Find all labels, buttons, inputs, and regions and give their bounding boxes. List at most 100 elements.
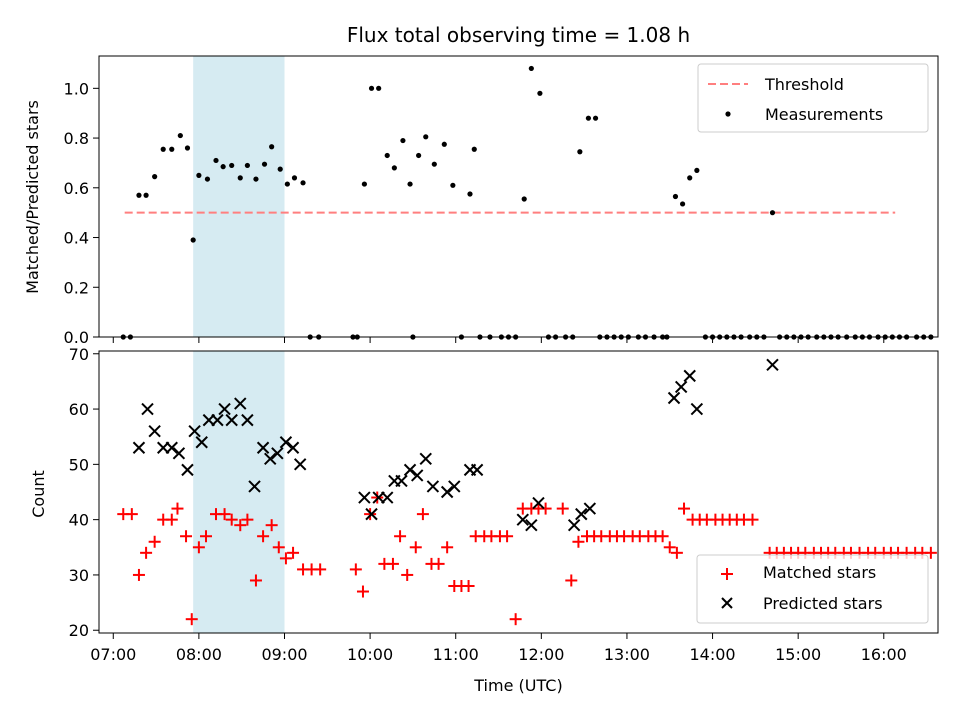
predicted-star-point [766,358,779,372]
matched-star-point [556,502,569,515]
matched-star-point [394,530,407,543]
predicted-star-point [470,463,484,477]
matched-star-point [663,541,676,554]
matched-star-point [171,502,184,515]
measurement-point [229,162,235,169]
measurement-point [237,175,243,181]
measurement-point [521,196,527,202]
predicted-star-point [256,441,270,454]
bottom-y-ticks: 20 30 40 50 60 70 [69,345,99,640]
predicted-star-point [271,447,284,460]
predicted-star-point [172,447,186,460]
measurements-points [120,65,934,340]
matched-star-point [314,563,327,576]
measurement-point [169,146,175,152]
predicted-star-point [419,452,432,466]
x-tick-label: 14:00 [689,645,735,664]
legend-threshold-label: Threshold [764,75,844,94]
predicted-star-point [365,507,378,521]
bottom-legend-box [696,554,929,624]
matched-star-point [509,613,522,626]
matched-star-point [234,519,247,532]
matched-star-point [401,568,414,581]
x-tick-label: 12:00 [518,645,564,664]
matched-star-point [572,535,585,548]
predicted-star-point [440,485,454,499]
predicted-star-point [286,441,300,454]
top-plot-frame [98,55,939,338]
bottom-y-tick-label: 40 [69,511,89,530]
matched-star-point [265,519,278,532]
measurement-point [190,237,196,243]
measurement-point [384,152,390,159]
matched-stars-points [117,491,937,626]
matched-star-point [125,508,138,521]
matched-star-point [257,530,270,543]
predicted-star-point [148,424,161,438]
measurement-point [213,157,219,164]
bottom-y-tick-label: 30 [69,566,89,585]
top-x-ticks [112,337,885,343]
predicted-star-point [279,436,293,449]
measurement-point [376,85,382,91]
measurement-point [291,175,298,181]
top-shaded-region [193,56,285,337]
bottom-y-tick-label: 70 [69,345,89,364]
predicted-star-point [264,452,277,466]
measurement-point [284,181,290,187]
measurement-point [196,172,202,178]
top-y-tick-label: 0.4 [64,229,89,248]
predicted-star-point [225,413,238,427]
x-tick-label: 07:00 [90,645,136,664]
predicted-star-point [410,469,424,482]
predicted-star-point [403,463,417,477]
measurement-point [687,175,693,181]
predicted-stars-points [132,358,779,532]
x-axis-label: Time (UTC) [473,676,562,695]
measurement-point [577,149,583,155]
predicted-star-point [181,463,194,477]
predicted-star-point [448,480,461,493]
matched-star-point [501,530,514,543]
measurement-point [177,132,183,139]
x-tick-label: 09:00 [261,645,307,664]
bottom-y-tick-label: 50 [69,455,89,474]
legend-matched-swatch [721,568,733,580]
measurement-point [152,174,158,180]
predicted-star-point [381,491,394,504]
matched-star-point [462,580,475,592]
predicted-star-point [188,424,201,438]
bottom-panel: 20 30 40 50 60 70 07:00 08:00 09:00 10:00 11:00 12… [29,345,939,695]
bottom-y-tick-label: 60 [69,400,89,419]
matched-star-point [185,613,198,626]
measurement-point [592,115,599,121]
top-y-tick-label: 0.0 [64,328,89,347]
matched-star-point [565,574,578,587]
legend-matched-label: Matched stars [763,563,876,582]
predicted-star-point [674,380,688,394]
measurement-point [204,176,211,182]
matched-star-point [670,546,683,559]
measurement-point [269,144,275,150]
predicted-star-point [195,436,208,449]
measurement-point [416,152,422,159]
measurement-point [136,192,142,198]
top-y-axis-label: Matched/Predicted stars [23,100,42,294]
matched-star-point [356,585,369,598]
predicted-star-point [358,491,371,504]
legend-predicted-label: Predicted stars [763,594,883,613]
measurement-point [391,165,397,171]
measurement-point [450,182,456,188]
measurement-point [441,141,447,147]
matched-star-point [539,502,552,515]
top-y-tick-label: 0.8 [64,129,89,148]
matched-star-point [225,513,238,526]
matched-star-point [218,508,231,521]
matched-star-point [746,513,759,526]
predicted-star-point [395,474,408,488]
predicted-star-point [567,518,581,532]
predicted-star-point [132,441,146,454]
predicted-star-point [525,518,538,532]
predicted-star-point [426,480,440,493]
